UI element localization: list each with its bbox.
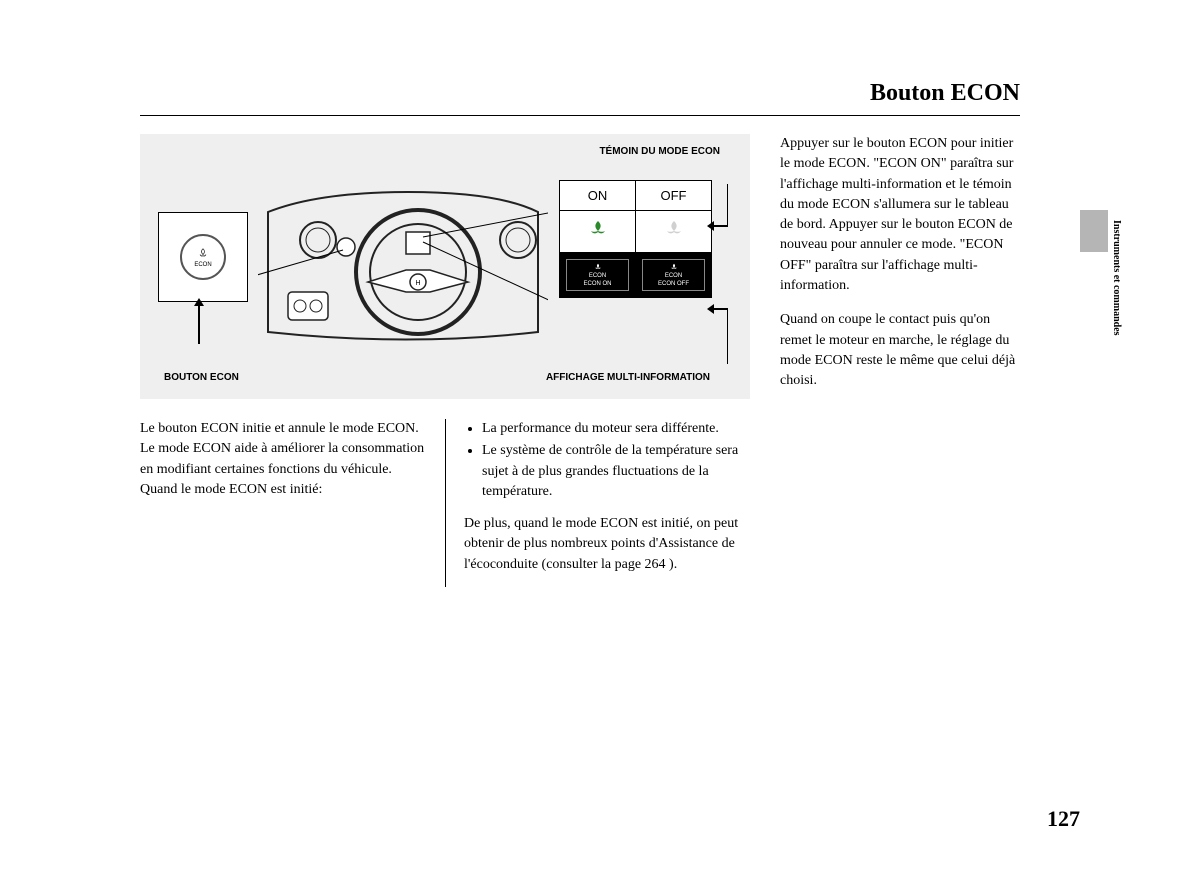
leaf-on-cell xyxy=(560,211,636,253)
page-title: Bouton ECON xyxy=(140,80,1120,107)
display-icon-label-off: ECON xyxy=(665,273,682,279)
leaf-tiny-icon xyxy=(593,263,603,271)
leaf-icon xyxy=(196,247,210,261)
bullet-list: La performance du moteur sera différente… xyxy=(464,419,750,502)
header-on: ON xyxy=(560,181,636,211)
eco-assist-paragraph: De plus, quand le mode ECON est initié, … xyxy=(464,514,750,575)
display-on-cell: ECON ECON ON xyxy=(560,253,636,298)
arrow-left-icon xyxy=(707,221,714,231)
list-item: La performance du moteur sera différente… xyxy=(482,419,750,439)
svg-text:H: H xyxy=(415,280,420,287)
econ-button-detail: ECON xyxy=(158,212,248,302)
content-area: TÉMOIN DU MODE ECON ECON xyxy=(140,134,1120,587)
text-col-left: Le bouton ECON initie et annule le mode … xyxy=(140,419,445,587)
leaf-on-icon xyxy=(586,219,610,239)
diagram-box: TÉMOIN DU MODE ECON ECON xyxy=(140,134,750,399)
callout-line xyxy=(727,184,729,226)
main-column: TÉMOIN DU MODE ECON ECON xyxy=(140,134,750,587)
right-column: Appuyer sur le bouton ECON pour initier … xyxy=(780,134,1020,587)
text-two-columns: Le bouton ECON initie et annule le mode … xyxy=(140,419,750,587)
page-number: 127 xyxy=(1047,806,1080,832)
display-off-text: ECON OFF xyxy=(658,281,689,287)
arrow-icon xyxy=(198,304,200,344)
diagram-content: ECON H xyxy=(158,152,732,381)
intro-paragraph: Le bouton ECON initie et annule le mode … xyxy=(140,419,427,500)
econ-button-label: ECON xyxy=(194,262,211,268)
label-econ-button: BOUTON ECON xyxy=(164,372,239,383)
leaf-tiny-icon xyxy=(669,263,679,271)
header-off: OFF xyxy=(636,181,712,211)
text-col-right: La performance du moteur sera différente… xyxy=(445,419,750,587)
display-off-cell: ECON ECON OFF xyxy=(636,253,712,298)
dashboard-illustration: H xyxy=(258,182,548,352)
display-on-text: ECON ON xyxy=(583,281,611,287)
restart-paragraph: Quand on coupe le contact puis qu'on rem… xyxy=(780,310,1020,391)
list-item: Le système de contrôle de la température… xyxy=(482,441,750,502)
leaf-off-cell xyxy=(636,211,712,253)
section-label: Instruments et commandes xyxy=(1111,220,1122,336)
manual-page: Bouton ECON Instruments et commandes TÉM… xyxy=(0,0,1200,892)
title-rule xyxy=(140,115,1020,116)
state-table: ON OFF xyxy=(559,180,712,298)
label-multi-display: AFFICHAGE MULTI-INFORMATION xyxy=(546,372,710,383)
display-icon-label-on: ECON xyxy=(589,273,606,279)
callout-line xyxy=(727,308,729,364)
operation-paragraph: Appuyer sur le bouton ECON pour initier … xyxy=(780,134,1020,296)
leaf-off-icon xyxy=(662,219,686,239)
arrow-left-icon xyxy=(707,304,714,314)
econ-button-icon: ECON xyxy=(180,234,226,280)
section-tab xyxy=(1080,210,1108,252)
